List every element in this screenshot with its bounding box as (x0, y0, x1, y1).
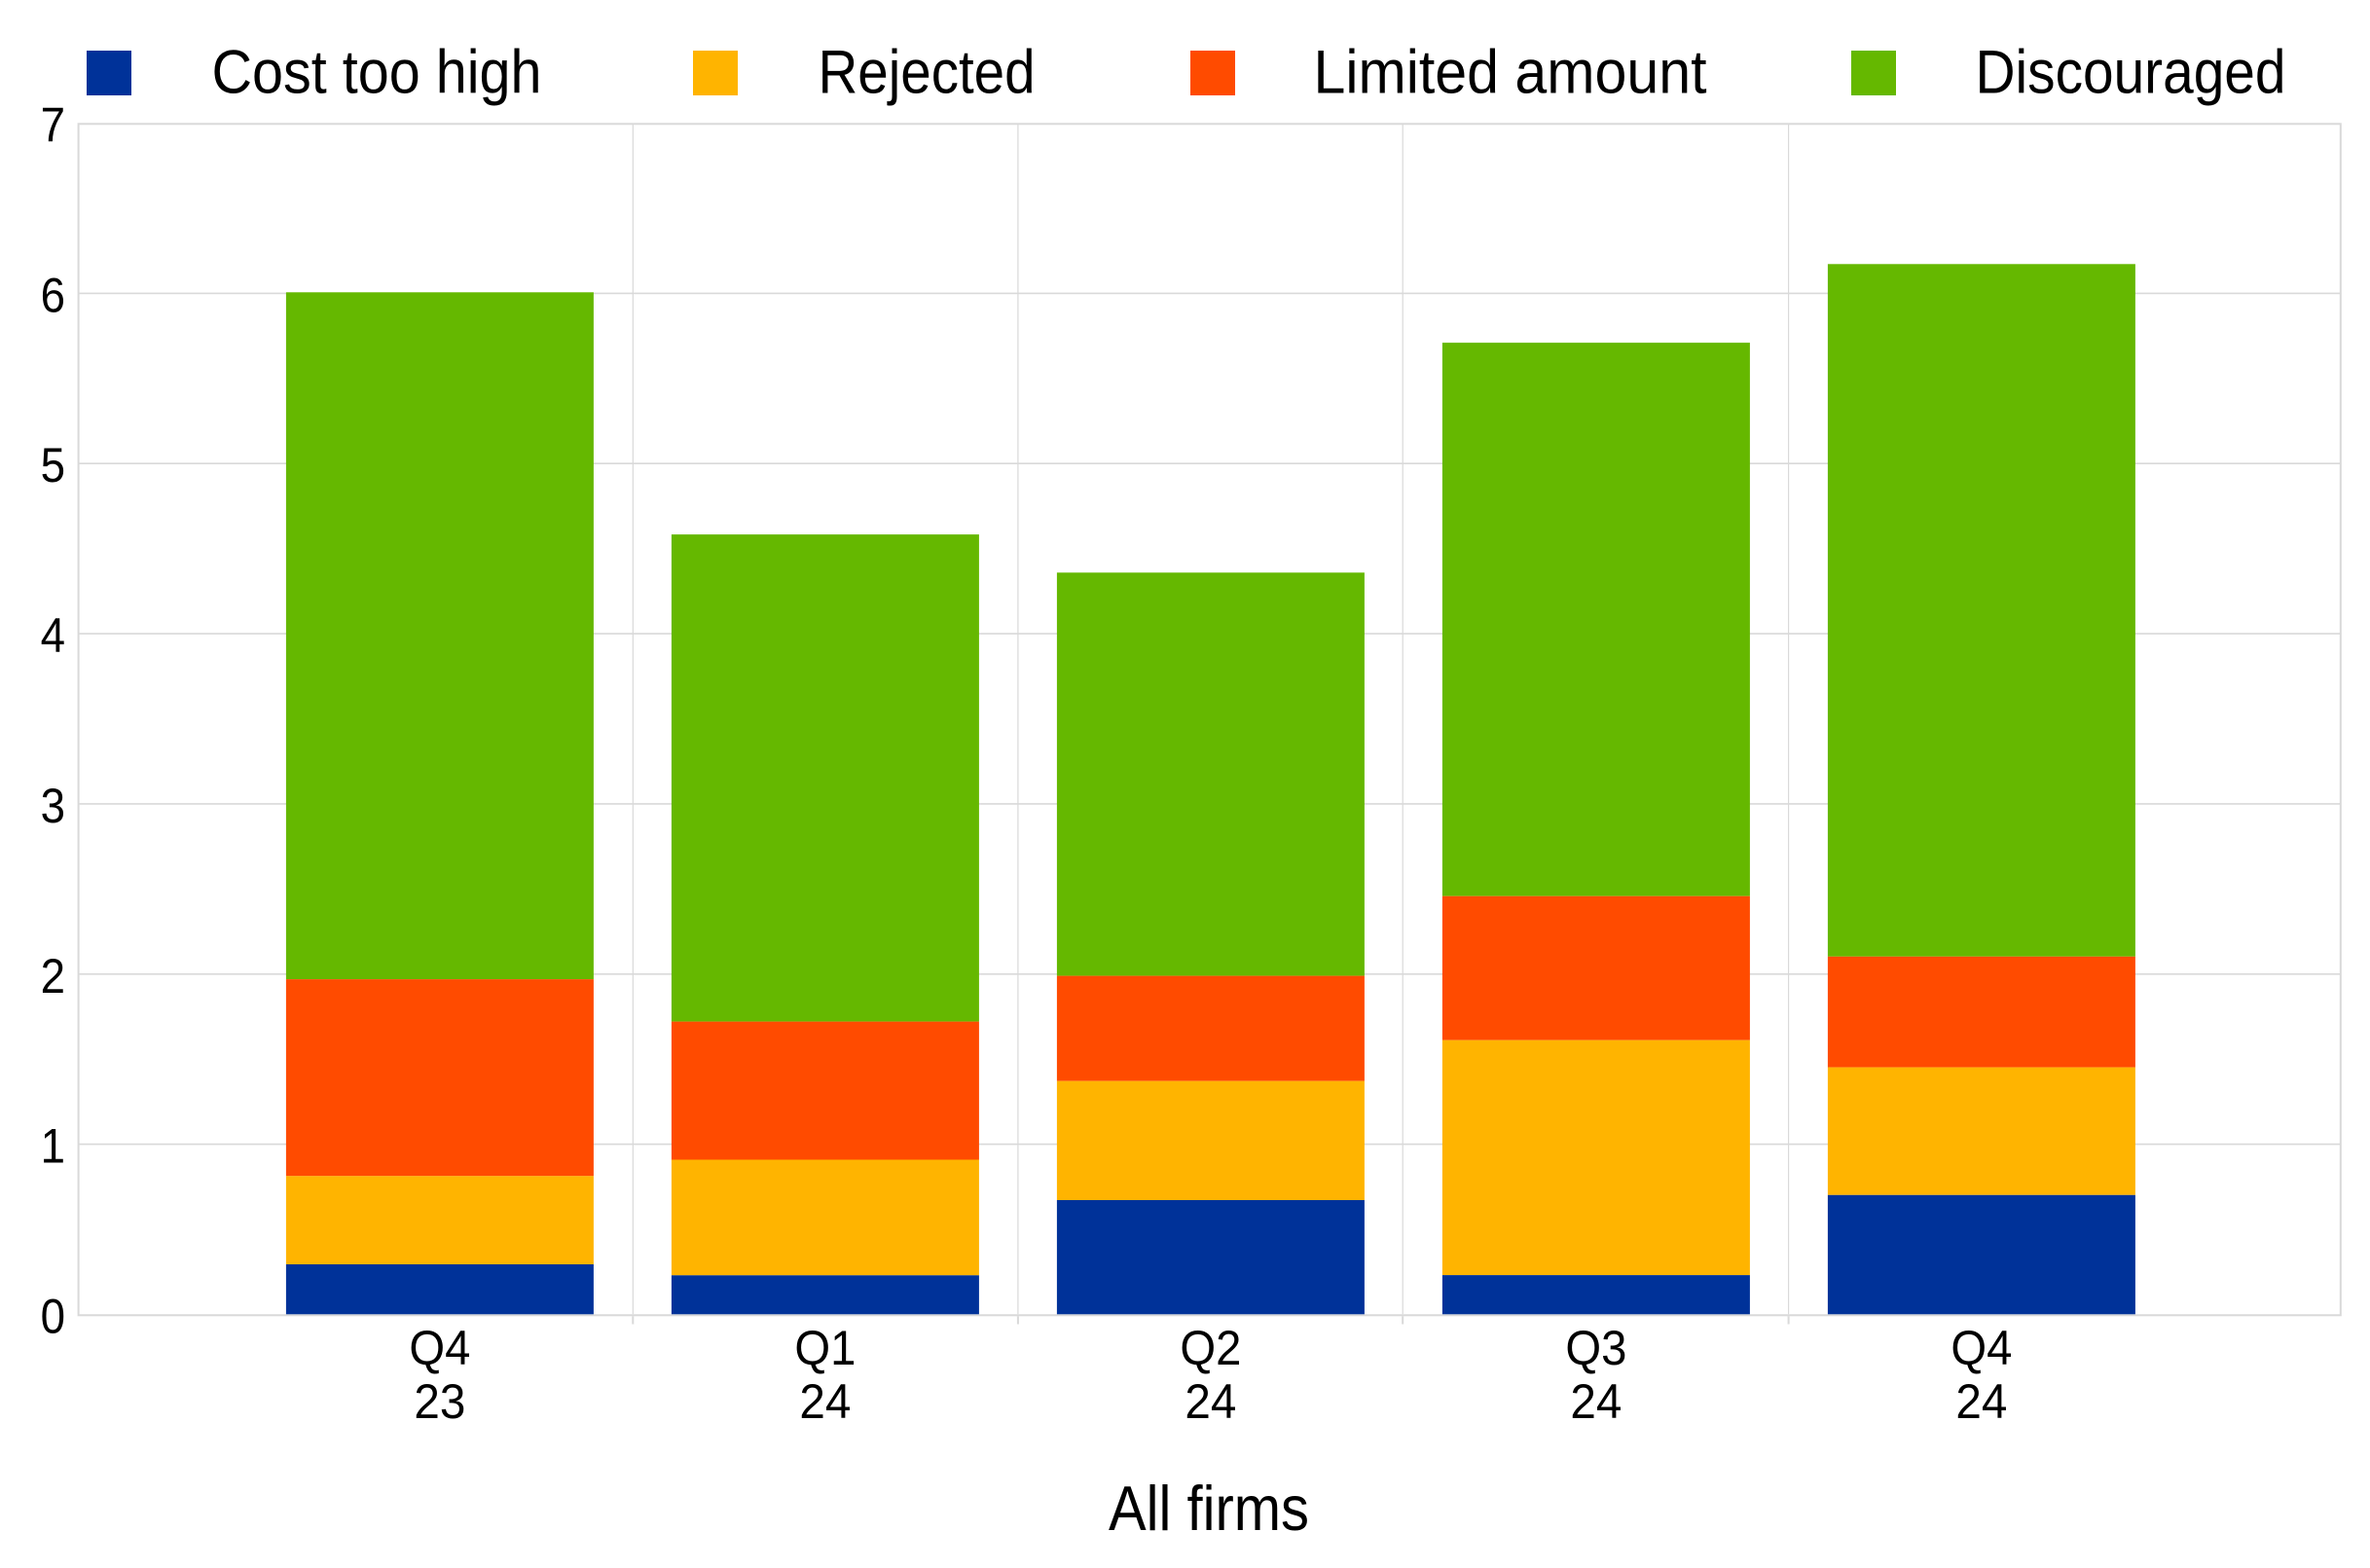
svg-text:24: 24 (1570, 1374, 1622, 1429)
svg-text:Limited amount: Limited amount (1314, 39, 1707, 107)
svg-text:Q2: Q2 (1180, 1321, 1241, 1375)
svg-text:Rejected: Rejected (819, 39, 1036, 107)
svg-text:Q4: Q4 (1951, 1321, 2012, 1375)
svg-text:7: 7 (41, 98, 65, 153)
svg-text:6: 6 (41, 268, 65, 322)
svg-text:5: 5 (41, 438, 65, 492)
svg-text:24: 24 (1185, 1374, 1236, 1429)
svg-text:4: 4 (41, 608, 65, 663)
svg-text:24: 24 (799, 1374, 851, 1429)
svg-text:23: 23 (414, 1374, 465, 1429)
svg-text:Cost too high: Cost too high (212, 39, 542, 107)
svg-text:2: 2 (41, 949, 65, 1003)
svg-text:24: 24 (1955, 1374, 2007, 1429)
svg-text:Discouraged: Discouraged (1976, 39, 2286, 107)
svg-text:3: 3 (41, 779, 65, 833)
svg-text:1: 1 (41, 1119, 65, 1174)
svg-text:Q4: Q4 (409, 1321, 470, 1375)
svg-text:0: 0 (41, 1290, 65, 1344)
svg-text:Q1: Q1 (794, 1321, 856, 1375)
svg-text:Q3: Q3 (1565, 1321, 1626, 1375)
svg-text:All firms: All firms (1109, 1473, 1309, 1544)
